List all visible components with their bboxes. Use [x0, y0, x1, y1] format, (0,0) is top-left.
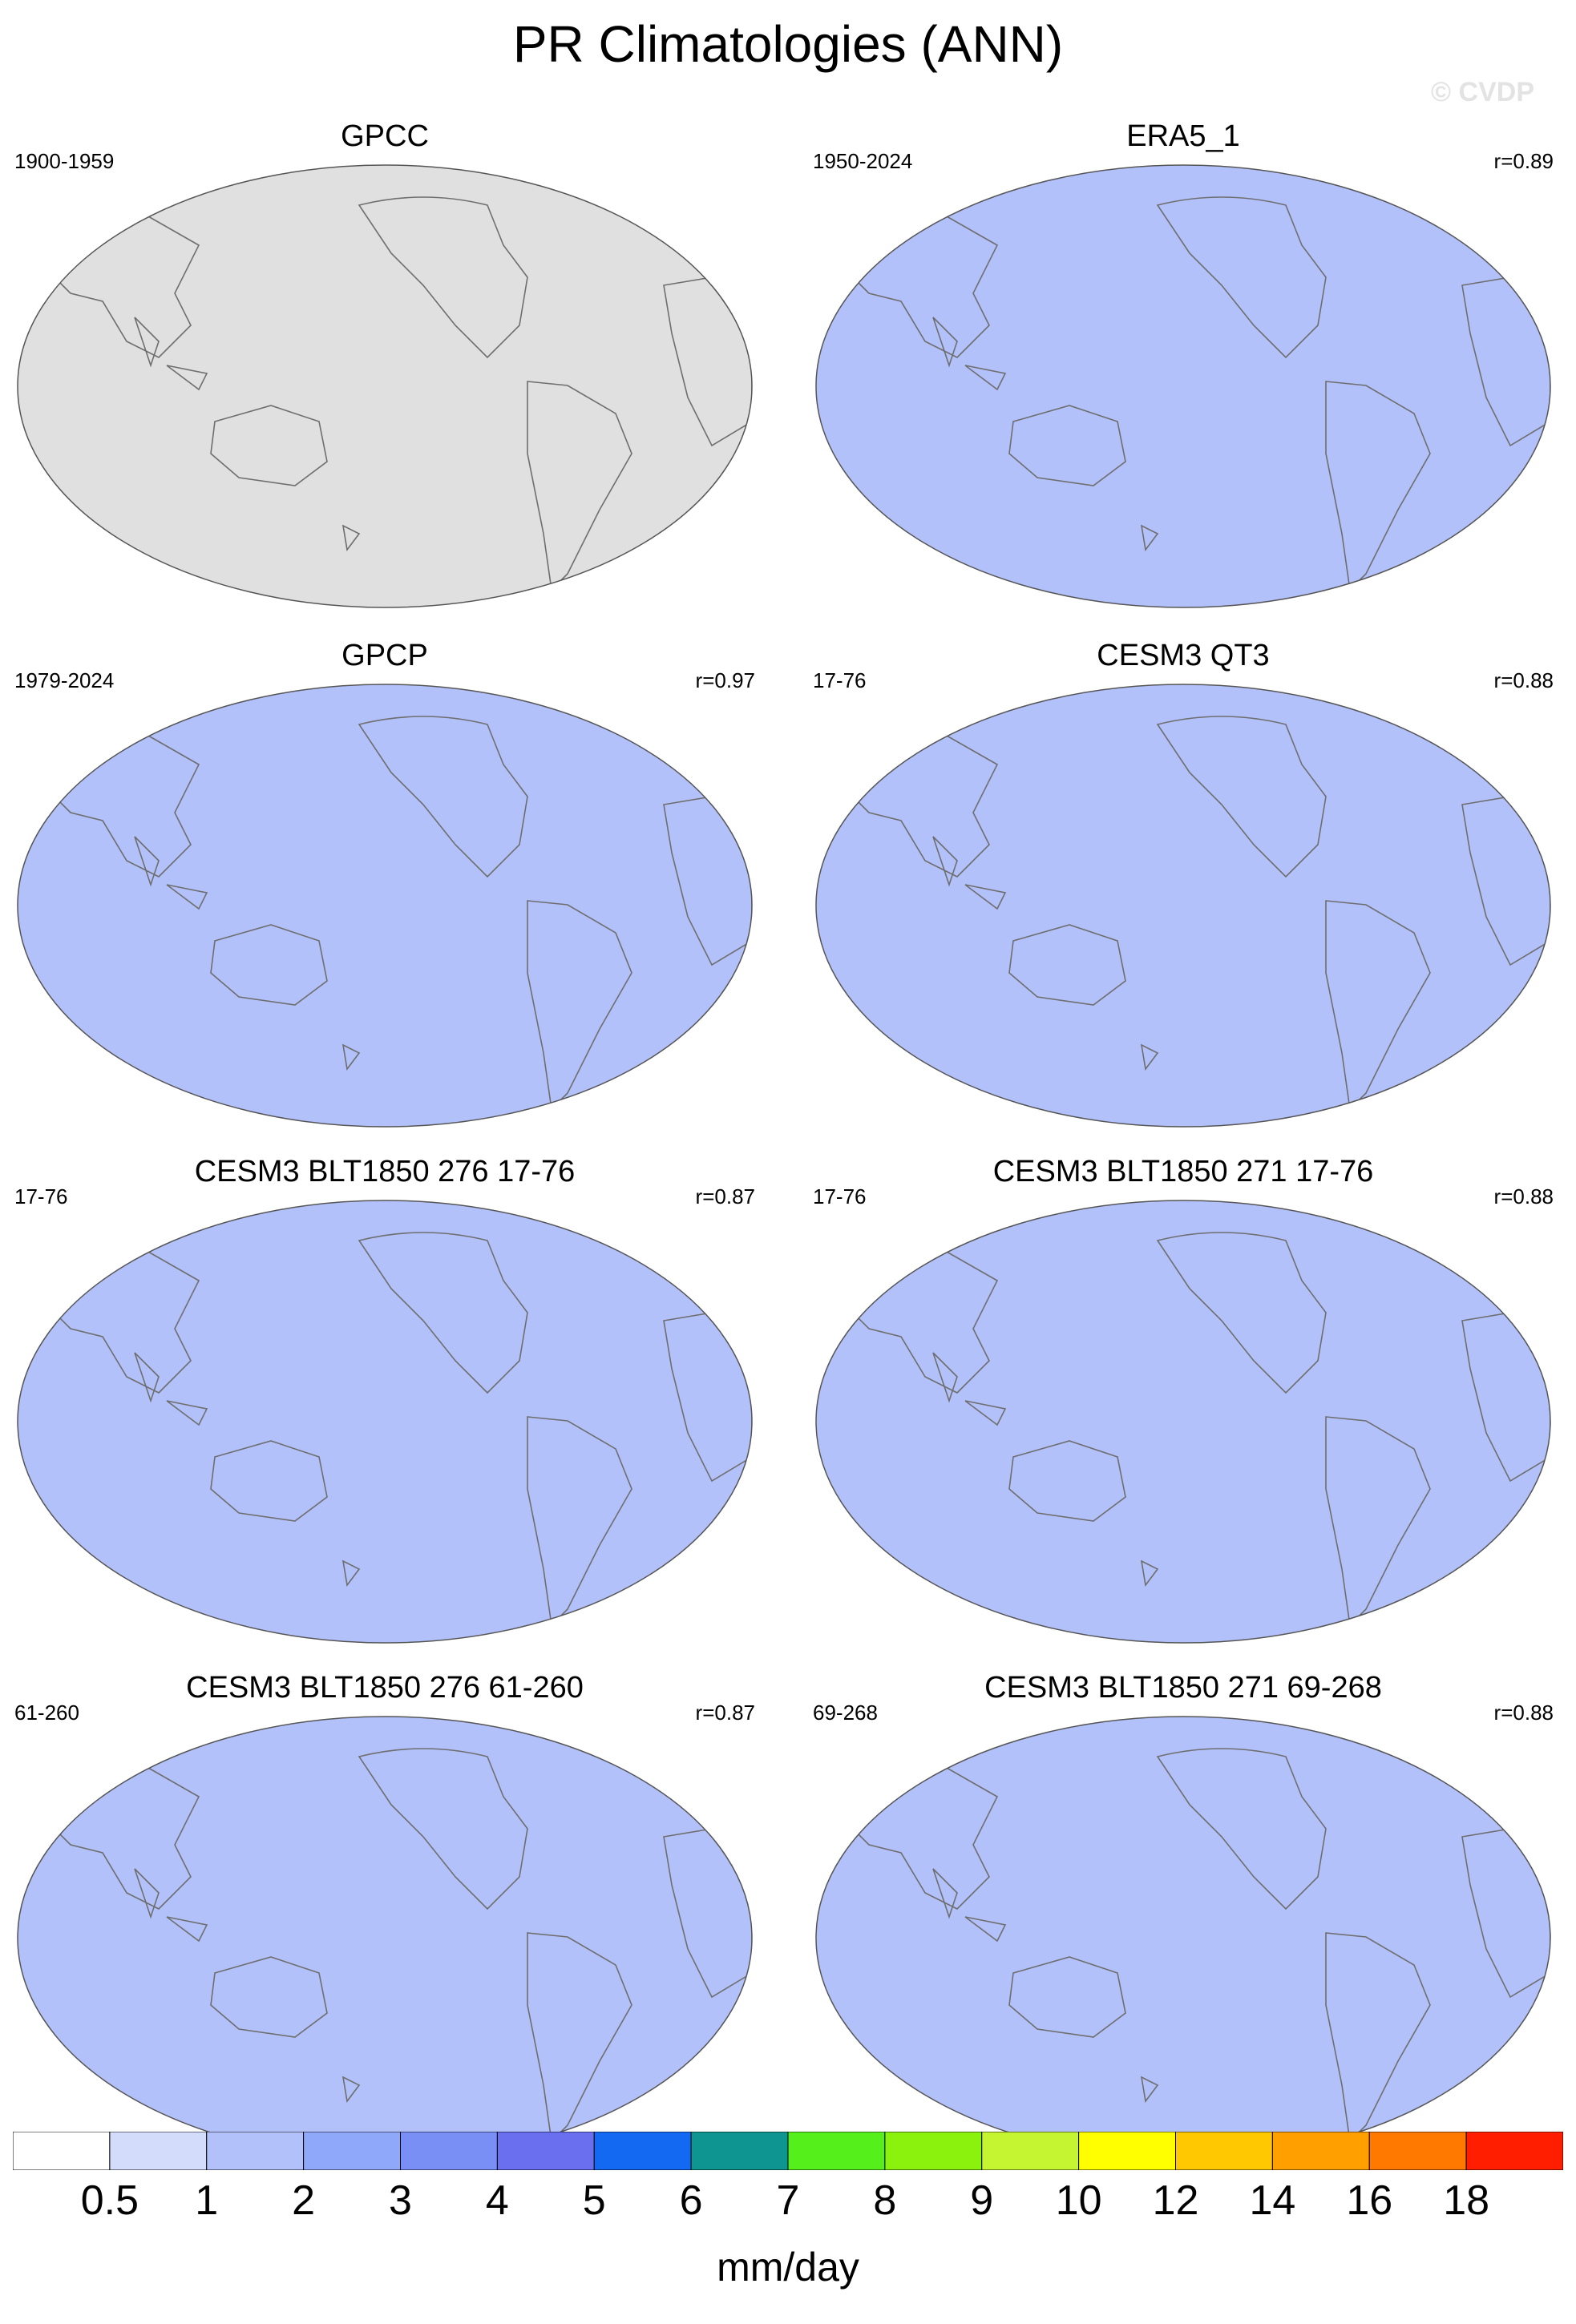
panel-title: CESM3 QT3 [1097, 639, 1270, 672]
colorbar-tick-label: 3 [389, 2177, 412, 2224]
panel-correlation: r=0.97 [695, 668, 755, 692]
colorbar-swatches [12, 2131, 1564, 2171]
map-panel: CESM3 BLT1850 276 17-76 17-76 r=0.87 [6, 1154, 763, 1651]
panel-title: ERA5_1 [1126, 119, 1240, 153]
precip-map [815, 1716, 1551, 2160]
colorbar-swatch [400, 2131, 498, 2171]
panel-correlation: r=0.87 [695, 1184, 755, 1208]
colorbar-tick-label: 7 [776, 2177, 800, 2224]
figure-title: PR Climatologies (ANN) [512, 15, 1064, 73]
map-panel: CESM3 BLT1850 271 69-268 69-268 r=0.88 [805, 1670, 1562, 2167]
colorbar-tick-label: 8 [873, 2177, 897, 2224]
panel-title: CESM3 BLT1850 271 69-268 [984, 1671, 1382, 1705]
panel-title: CESM3 BLT1850 276 17-76 [194, 1155, 576, 1188]
panel-correlation: r=0.87 [695, 1701, 755, 1725]
map-panel: CESM3 BLT1850 271 17-76 17-76 r=0.88 [805, 1154, 1562, 1651]
colorbar-tick-label: 4 [485, 2177, 509, 2224]
colorbar [12, 2131, 1564, 2171]
panel-title: CESM3 BLT1850 271 17-76 [992, 1155, 1374, 1188]
colorbar-tick-label: 16 [1346, 2177, 1393, 2224]
precip-map [17, 1200, 753, 1644]
panel-title: GPCC [341, 119, 429, 153]
colorbar-tick-label: 14 [1249, 2177, 1296, 2224]
colorbar-swatch [1368, 2131, 1467, 2171]
map-panel: GPCC 1900-1959 [6, 119, 763, 615]
colorbar-tick-label: 10 [1055, 2177, 1102, 2224]
colorbar-swatch [690, 2131, 789, 2171]
panel-period: 69-268 [813, 1701, 878, 1725]
colorbar-tick-label: 0.5 [80, 2177, 139, 2224]
map-panel: CESM3 QT3 17-76 r=0.88 [805, 638, 1562, 1135]
precip-map [815, 684, 1551, 1128]
precip-map [17, 684, 753, 1128]
colorbar-swatch [303, 2131, 401, 2171]
map-panel: ERA5_1 1950-2024 r=0.89 [805, 119, 1562, 615]
colorbar-units: mm/day [717, 2245, 859, 2290]
colorbar-swatch [787, 2131, 886, 2171]
panel-correlation: r=0.88 [1493, 1701, 1554, 1725]
colorbar-swatch [981, 2131, 1080, 2171]
panel-period: 61-260 [14, 1701, 79, 1725]
colorbar-swatch [1175, 2131, 1273, 2171]
panel-period: 1900-1959 [14, 149, 115, 173]
colorbar-tick-label: 12 [1152, 2177, 1199, 2224]
panel-correlation: r=0.88 [1493, 668, 1554, 692]
panel-period: 17-76 [14, 1184, 68, 1208]
panel-title: GPCP [341, 639, 428, 672]
colorbar-tick-label: 1 [195, 2177, 219, 2224]
colorbar-tick-label: 9 [970, 2177, 994, 2224]
map-panel: GPCP 1979-2024 r=0.97 [6, 638, 763, 1135]
colorbar-swatch [109, 2131, 208, 2171]
colorbar-swatch [12, 2131, 111, 2171]
colorbar-swatch [206, 2131, 305, 2171]
colorbar-tick-label: 5 [582, 2177, 606, 2224]
colorbar-tick-label: 6 [679, 2177, 703, 2224]
colorbar-swatch [496, 2131, 595, 2171]
colorbar-tick-label: 18 [1443, 2177, 1490, 2224]
panel-period: 1979-2024 [14, 668, 115, 692]
colorbar-swatch [1271, 2131, 1370, 2171]
precip-map [815, 1200, 1551, 1644]
colorbar-swatch [1078, 2131, 1176, 2171]
colorbar-tick-label: 2 [292, 2177, 316, 2224]
panel-period: 17-76 [813, 1184, 867, 1208]
panel-period: 1950-2024 [813, 149, 913, 173]
precip-map [17, 164, 753, 608]
colorbar-swatch [593, 2131, 692, 2171]
panel-period: 17-76 [813, 668, 867, 692]
panel-title: CESM3 BLT1850 276 61-260 [186, 1671, 584, 1705]
colorbar-swatch [884, 2131, 983, 2171]
watermark: © CVDP [1431, 77, 1534, 107]
precip-map [17, 1716, 753, 2160]
colorbar-swatch [1465, 2131, 1564, 2171]
panel-correlation: r=0.89 [1493, 149, 1554, 173]
panel-correlation: r=0.88 [1493, 1184, 1554, 1208]
map-panel: CESM3 BLT1850 276 61-260 61-260 r=0.87 [6, 1670, 763, 2167]
precip-map [815, 164, 1551, 608]
